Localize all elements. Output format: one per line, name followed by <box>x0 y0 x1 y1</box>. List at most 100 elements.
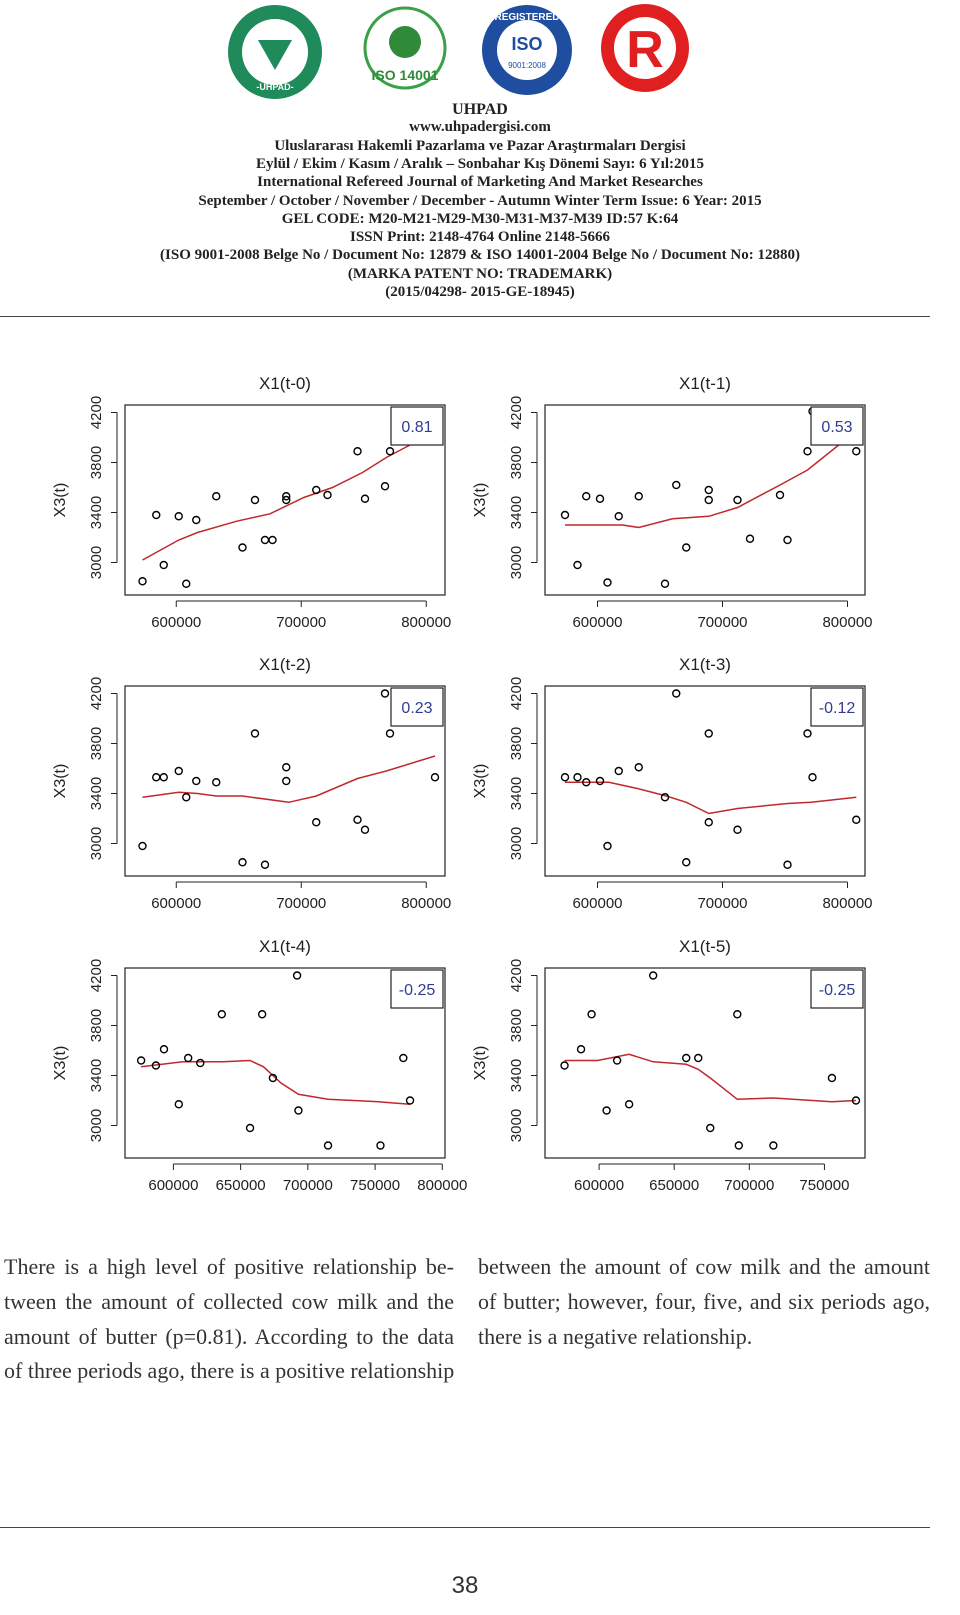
data-point <box>852 815 861 824</box>
data-point <box>159 560 168 570</box>
logo-uhpad-mark <box>258 40 292 70</box>
data-point <box>733 825 742 834</box>
header-line: Uluslararası Hakemli Pazarlama ve Pazar … <box>274 137 686 154</box>
data-point <box>183 1053 193 1063</box>
fit-line <box>142 444 411 561</box>
plot-frame <box>544 404 866 596</box>
data-point <box>174 512 183 521</box>
data-point <box>672 480 681 490</box>
x-tick-label: 600000 <box>572 895 622 912</box>
data-point <box>192 776 201 786</box>
logo-iso9001-inner <box>497 20 557 80</box>
data-point <box>595 776 605 786</box>
data-point <box>360 825 370 834</box>
header-line: UHPAD <box>452 101 508 118</box>
y-tick-label: 3400 <box>88 777 105 810</box>
x-tick-label: 650000 <box>216 1177 266 1194</box>
data-point <box>376 1141 385 1150</box>
annotation-box <box>390 969 444 1009</box>
x-tick-label: 700000 <box>276 895 326 912</box>
y-tick-label: 3800 <box>508 727 525 760</box>
y-tick-label: 4200 <box>88 396 105 429</box>
data-point <box>694 1053 703 1063</box>
rule <box>0 316 930 317</box>
data-point <box>587 1010 596 1019</box>
data-point <box>257 1010 267 1019</box>
x-tick-label: 800000 <box>401 895 451 912</box>
data-point <box>182 793 191 802</box>
logo-strip: -UHPAD- ISO 14001 REGISTERED ISO 9001:20… <box>228 4 689 99</box>
data-point <box>292 971 302 980</box>
header-line: GEL CODE: M20-M21-M29-M30-M31-M37-M39 ID… <box>281 210 679 227</box>
annotation-box <box>810 969 864 1009</box>
data-point <box>312 485 321 495</box>
data-point <box>136 1056 146 1065</box>
data-point <box>385 729 395 738</box>
logo-text: -UHPAD- <box>256 82 293 92</box>
data-point <box>250 495 260 505</box>
y-tick-label: 3000 <box>88 1109 105 1142</box>
data-point <box>282 495 291 505</box>
y-tick-label: 3000 <box>88 546 105 579</box>
data-point <box>827 1073 837 1083</box>
annotation-box <box>810 687 864 727</box>
header-line: (ISO 9001-2008 Belge No / Document No: 1… <box>160 247 800 264</box>
data-point <box>706 1123 715 1133</box>
data-point <box>560 1061 569 1070</box>
data-point <box>733 1010 742 1019</box>
y-tick-label: 3400 <box>508 496 525 529</box>
annotation: -0.25 <box>819 982 856 999</box>
data-point <box>138 841 147 851</box>
y-tick-label: 3400 <box>88 1059 105 1092</box>
chart-title: X1(t-4) <box>259 937 311 956</box>
y-tick-label: 3000 <box>88 827 105 860</box>
data-point <box>734 1141 744 1150</box>
data-point <box>217 1010 227 1019</box>
y-axis-label: X3(t) <box>472 483 489 518</box>
data-point <box>323 490 332 500</box>
data-point <box>174 766 183 776</box>
annotation: 0.53 <box>821 419 852 436</box>
fit-line <box>565 781 857 815</box>
data-point <box>783 860 792 869</box>
body-line: of butter; however, four, five, and six … <box>478 1288 930 1314</box>
body-line: of three periods ago, there is a positiv… <box>4 1358 455 1384</box>
data-point <box>282 763 291 772</box>
y-tick-label: 3000 <box>508 1109 525 1142</box>
data-point <box>624 1100 634 1109</box>
data-point <box>576 1045 586 1054</box>
data-point <box>182 579 191 588</box>
y-tick-label: 3000 <box>508 546 525 579</box>
chart-panel: X1(t-0) X3(t) 3000 3400 3800 4200 600000 700000… <box>52 374 451 631</box>
x-tick-label: 600000 <box>151 895 201 912</box>
data-point <box>282 776 291 786</box>
x-tick-label: 750000 <box>799 1177 849 1194</box>
logo-text: R <box>626 21 664 79</box>
data-point <box>573 773 582 782</box>
x-tick-label: 800000 <box>417 1177 467 1194</box>
plot-frame <box>544 967 866 1159</box>
data-point <box>614 512 623 521</box>
chart-title: X1(t-0) <box>259 374 311 393</box>
data-point <box>268 535 277 545</box>
x-tick-label: 700000 <box>276 614 326 631</box>
x-tick-label: 650000 <box>649 1177 699 1194</box>
data-point <box>595 494 605 503</box>
data-point <box>803 729 812 738</box>
logo-text: REGISTERED <box>494 12 559 23</box>
header-line: ISSN Print: 2148-4764 Online 2148-5666 <box>349 229 610 246</box>
y-tick-label: 3800 <box>88 1009 105 1042</box>
data-point <box>614 766 623 776</box>
x-tick-label: 700000 <box>697 614 747 631</box>
data-point <box>582 492 591 501</box>
annotation-box <box>810 406 864 446</box>
y-tick-label: 3400 <box>508 1059 525 1092</box>
data-point <box>582 778 591 787</box>
chart-panel: X1(t-4) X3(t) 3000 3400 3800 4200 600000 650000… <box>52 937 467 1194</box>
chart-panel: X1(t-5) X3(t) 3000 3400 3800 4200 600000 650000… <box>472 937 866 1194</box>
chart-title: X1(t-5) <box>679 937 731 956</box>
data-point <box>360 494 370 503</box>
data-point <box>672 689 681 698</box>
plot-frame <box>544 685 866 877</box>
